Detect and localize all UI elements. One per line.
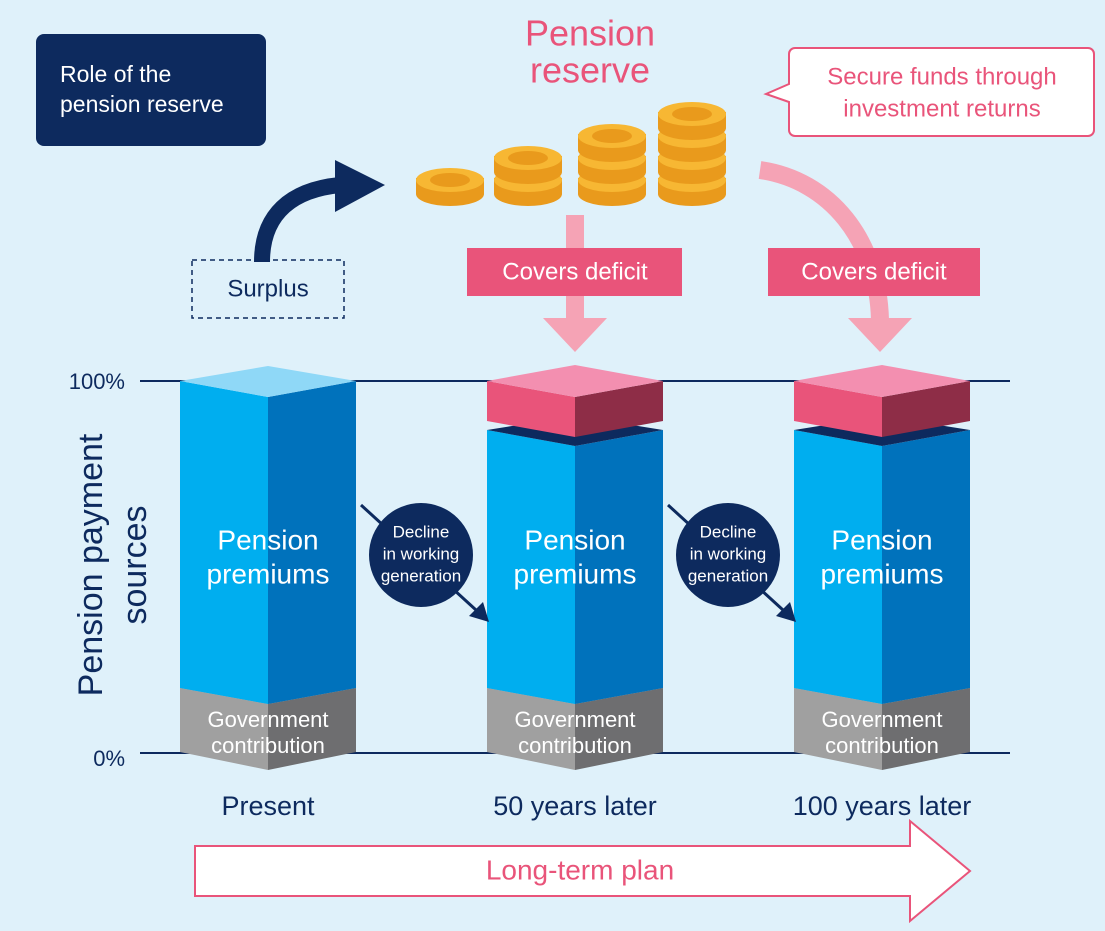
page: Role of the pension reserve Pension rese… [0, 0, 1105, 931]
premiums-label: premiums [207, 558, 330, 589]
decline-label: generation [688, 566, 768, 585]
government-label: Government [514, 707, 635, 732]
coin [592, 129, 632, 143]
title: reserve [530, 50, 650, 91]
covers-label: Covers deficit [801, 258, 947, 285]
column-label: Present [221, 791, 315, 821]
decline-label: generation [381, 566, 461, 585]
callout-text: investment returns [843, 95, 1040, 122]
decline-label: in working [383, 544, 460, 563]
column-label: 100 years later [793, 791, 972, 821]
plan-label: Long-term plan [486, 854, 674, 885]
title: Pension [525, 13, 655, 54]
badge-text: Role of the [60, 61, 171, 87]
premiums-label: Pension [524, 524, 625, 555]
premiums-label: premiums [514, 558, 637, 589]
columns: PensionpremiumsGovernmentcontributionPre… [180, 365, 971, 821]
badge-text: pension reserve [60, 91, 224, 117]
coin [672, 107, 712, 121]
tick-label: 100% [69, 369, 125, 394]
axis-label-text: Pension payment [72, 433, 110, 696]
axis-label-text: sources [116, 505, 154, 624]
government-label: Government [821, 707, 942, 732]
diagram: Role of the pension reserve Pension rese… [0, 0, 1105, 931]
surplus-label: Surplus [227, 275, 308, 302]
badge-box [36, 34, 266, 146]
premiums-label: premiums [821, 558, 944, 589]
government-label: contribution [825, 733, 939, 758]
callout-text: Secure funds through [827, 63, 1057, 90]
callout-box [766, 48, 1094, 136]
column-label: 50 years later [493, 791, 657, 821]
government-label: contribution [518, 733, 632, 758]
coin [430, 173, 470, 187]
decline-label: in working [690, 544, 767, 563]
government-label: Government [207, 707, 328, 732]
decline-label: Decline [700, 522, 757, 541]
tick-label: 0% [93, 746, 125, 771]
premiums-label: Pension [831, 524, 932, 555]
government-label: contribution [211, 733, 325, 758]
covers-label: Covers deficit [502, 258, 648, 285]
coin [508, 151, 548, 165]
premiums-label: Pension [217, 524, 318, 555]
decline-label: Decline [393, 522, 450, 541]
